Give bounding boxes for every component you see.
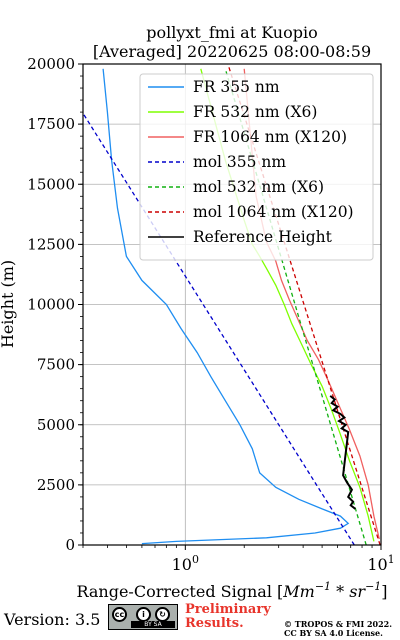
y-tick-label: 7500 bbox=[37, 356, 75, 374]
x-tick-label: 101 bbox=[367, 553, 394, 574]
legend-label: Reference Height bbox=[193, 228, 333, 246]
y-tick-label: 0 bbox=[65, 536, 75, 554]
y-axis: 0 2500 5000 7500 10000 12500 15000 17500 20000 bbox=[27, 55, 83, 554]
chart-title: pollyxt_fmi at Kuopio bbox=[146, 23, 317, 42]
legend-label: FR 1064 nm (X120) bbox=[193, 128, 347, 146]
x-axis: 100 101 bbox=[82, 545, 395, 574]
chart-legend: FR 355 nm FR 532 nm (X6) FR 1064 nm (X120)… bbox=[139, 73, 374, 261]
preliminary-notice: Preliminary Results. bbox=[185, 603, 271, 631]
copyright-line-1: © TROPOS & FMI 2022. bbox=[284, 619, 393, 629]
y-axis-label: Height (m) bbox=[0, 260, 17, 348]
cc-badge-caption: BY SA bbox=[131, 621, 175, 628]
preliminary-line-1: Preliminary bbox=[185, 602, 271, 617]
series-line-1 bbox=[102, 68, 350, 545]
y-tick-label: 20000 bbox=[27, 55, 75, 73]
y-tick-label: 12500 bbox=[27, 235, 75, 253]
legend-label: FR 355 nm bbox=[193, 78, 280, 96]
legend-label: mol 355 nm bbox=[193, 153, 286, 171]
legend-label: mol 1064 nm (X120) bbox=[193, 203, 354, 221]
chart-subtitle: [Averaged] 20220625 08:00-08:59 bbox=[93, 42, 371, 61]
legend-label: mol 532 nm (X6) bbox=[193, 178, 324, 196]
y-tick-label: 5000 bbox=[37, 416, 75, 434]
cc-icon: cc bbox=[112, 607, 127, 622]
copyright-line-2: CC BY SA 4.0 License. bbox=[284, 628, 383, 638]
cc-license-badge: cc i ↻ BY SA bbox=[108, 604, 178, 630]
y-tick-label: 15000 bbox=[27, 175, 75, 193]
series-line-4 bbox=[83, 112, 355, 545]
y-tick-label: 10000 bbox=[27, 296, 75, 314]
y-tick-label: 17500 bbox=[27, 115, 75, 133]
legend-box bbox=[139, 73, 374, 261]
preliminary-line-2: Results. bbox=[185, 616, 244, 631]
x-axis-label: Range-Corrected Signal [Mm−1 * sr−1] bbox=[76, 580, 387, 601]
copyright-notice: © TROPOS & FMI 2022. CC BY SA 4.0 Licens… bbox=[284, 620, 392, 638]
series-line-7 bbox=[329, 395, 357, 510]
version-label: Version: 3.5 bbox=[4, 610, 101, 629]
legend-label: FR 532 nm (X6) bbox=[193, 103, 317, 121]
y-tick-label: 2500 bbox=[37, 476, 75, 494]
x-tick-label: 100 bbox=[172, 553, 199, 574]
sa-icon: ↻ bbox=[155, 607, 170, 622]
by-icon: i bbox=[136, 607, 151, 622]
